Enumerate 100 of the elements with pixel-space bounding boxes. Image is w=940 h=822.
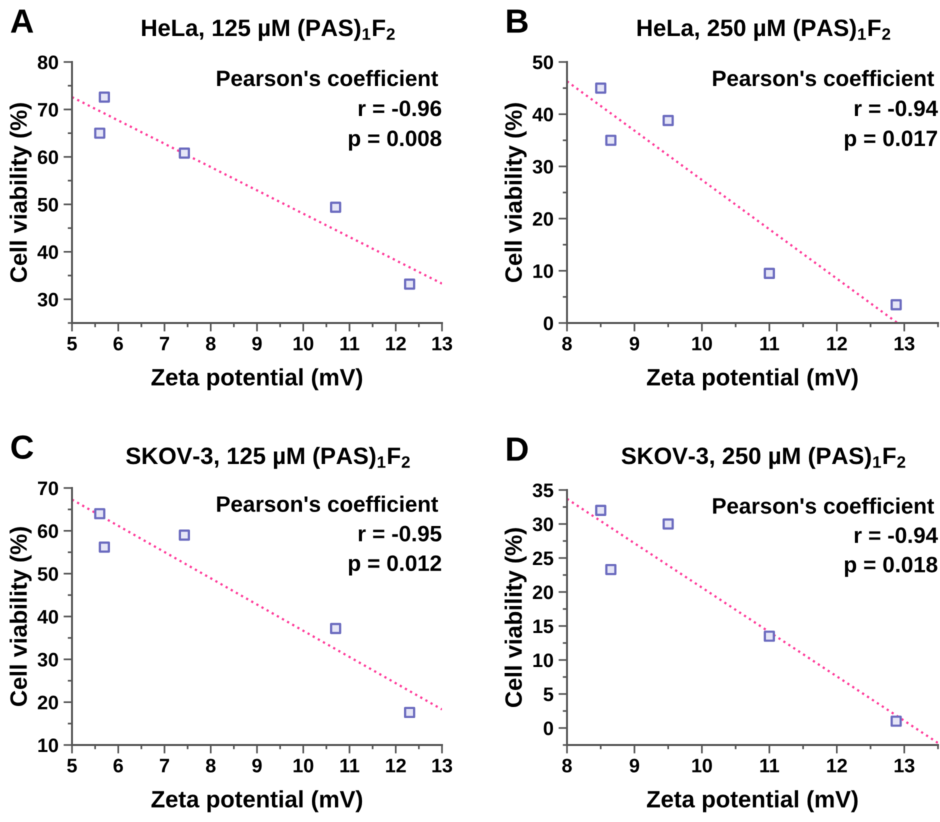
point bbox=[595, 82, 606, 94]
x-tick-label: 9 bbox=[630, 758, 640, 772]
annotation: Pearson's coefficient bbox=[713, 497, 934, 514]
x-tick-label: 8 bbox=[562, 758, 572, 772]
y-axis-title: Cell viability (%) bbox=[504, 103, 527, 282]
y-tick-label: 50 bbox=[38, 567, 58, 581]
annotation: Pearson's coefficient bbox=[217, 70, 438, 86]
x-tick-label: 9 bbox=[252, 758, 262, 772]
x-tick-label: 9 bbox=[630, 336, 640, 350]
x-axis-title: Zeta potential (mV) bbox=[151, 790, 362, 812]
y-tick-label: 15 bbox=[533, 620, 554, 634]
y-tick-label: 30 bbox=[38, 292, 58, 307]
annotation: Pearson's coefficient bbox=[713, 70, 934, 86]
point bbox=[662, 114, 674, 126]
point bbox=[605, 564, 616, 576]
point bbox=[595, 504, 606, 516]
point bbox=[330, 202, 342, 213]
annotation: p = 0.008 bbox=[348, 130, 442, 151]
y-tick-label: 10 bbox=[533, 264, 554, 278]
x-tick-label: 12 bbox=[386, 758, 406, 772]
chart-title: SKOV-3, 125 µM (PAS)$_{1}$F$_{2}$ bbox=[126, 446, 410, 469]
x-tick-label: 8 bbox=[562, 336, 572, 350]
y-tick-label: 5 bbox=[544, 688, 554, 702]
y-tick-label: 50 bbox=[532, 55, 554, 70]
text: B bbox=[507, 10, 528, 33]
point bbox=[890, 299, 902, 310]
y-tick-label: 30 bbox=[532, 160, 554, 174]
annotation: Pearson's coefficient bbox=[217, 496, 438, 512]
x-tick-label: 10 bbox=[692, 758, 712, 772]
y-tick-label: 20 bbox=[38, 696, 58, 710]
x-tick-label: 11 bbox=[760, 758, 780, 772]
point bbox=[94, 128, 106, 139]
x-tick-label: 12 bbox=[386, 336, 406, 350]
x-tick-label: 12 bbox=[827, 758, 847, 772]
x-tick-label: 6 bbox=[114, 758, 123, 772]
annotation: p = 0.017 bbox=[844, 130, 938, 151]
point bbox=[94, 508, 106, 520]
y-tick-label: 10 bbox=[533, 653, 554, 668]
x-tick-label: 10 bbox=[294, 336, 314, 350]
point bbox=[662, 518, 674, 530]
x-tick-label: 13 bbox=[894, 336, 914, 351]
text: D bbox=[507, 438, 528, 461]
x-tick-label: 8 bbox=[206, 336, 216, 350]
point bbox=[178, 148, 190, 159]
y-tick-label: 25 bbox=[532, 551, 554, 566]
point bbox=[764, 630, 775, 642]
annotation: p = 0.018 bbox=[844, 556, 938, 577]
y-tick-label: 20 bbox=[532, 212, 554, 226]
x-axis-title: Zeta potential (mV) bbox=[151, 368, 362, 390]
y-tick-label: 40 bbox=[37, 245, 58, 260]
x-axis-title: Zeta potential (mV) bbox=[646, 368, 858, 390]
x-tick-label: 11 bbox=[340, 758, 360, 772]
annotation: r = -0.96 bbox=[358, 100, 442, 116]
chart-title: HeLa, 250 µM (PAS)$_{1}$F$_{2}$ bbox=[638, 18, 890, 41]
x-tick-label: 10 bbox=[294, 758, 314, 772]
chart-title: HeLa, 125 µM (PAS)$_{1}$F$_{2}$ bbox=[142, 18, 395, 41]
x-tick-label: 7 bbox=[160, 336, 170, 350]
point bbox=[330, 622, 342, 634]
y-tick-label: 70 bbox=[38, 102, 58, 117]
x-tick-label: 11 bbox=[340, 336, 360, 350]
point bbox=[605, 134, 616, 146]
x-tick-label: 8 bbox=[206, 758, 216, 772]
x-tick-label: 5 bbox=[67, 758, 77, 772]
x-tick-label: 6 bbox=[114, 336, 123, 350]
text: C bbox=[11, 435, 34, 459]
y-tick-label: 30 bbox=[38, 652, 58, 667]
y-tick-label: 30 bbox=[532, 517, 554, 532]
point bbox=[178, 530, 190, 541]
x-tick-label: 13 bbox=[432, 336, 452, 351]
y-tick-label: 0 bbox=[544, 721, 554, 736]
y-tick-label: 40 bbox=[37, 610, 58, 624]
annotation: r = -0.94 bbox=[854, 100, 938, 116]
x-tick-label: 5 bbox=[67, 336, 77, 350]
x-tick-label: 11 bbox=[760, 336, 780, 350]
annotation: r = -0.95 bbox=[358, 526, 442, 542]
x-tick-label: 10 bbox=[692, 336, 712, 350]
x-tick-label: 9 bbox=[252, 336, 262, 350]
y-tick-label: 60 bbox=[38, 150, 58, 164]
x-tick-label: 13 bbox=[432, 758, 452, 773]
annotation: p = 0.012 bbox=[348, 555, 442, 576]
x-tick-label: 13 bbox=[894, 758, 914, 773]
y-axis-title: Cell viability (%) bbox=[10, 103, 32, 282]
point bbox=[404, 706, 416, 718]
y-tick-label: 10 bbox=[38, 738, 58, 752]
annotation: r = -0.94 bbox=[854, 527, 938, 544]
y-tick-label: 60 bbox=[38, 524, 58, 538]
y-axis-title: Cell viability (%) bbox=[504, 528, 527, 708]
y-tick-label: 40 bbox=[532, 108, 554, 122]
y-tick-label: 20 bbox=[532, 585, 554, 600]
point bbox=[98, 542, 110, 553]
y-tick-label: 50 bbox=[38, 198, 58, 212]
y-tick-label: 70 bbox=[38, 481, 58, 496]
point bbox=[764, 268, 775, 280]
text: A bbox=[10, 10, 34, 33]
point bbox=[890, 716, 902, 727]
x-tick-label: 12 bbox=[827, 336, 847, 350]
y-tick-label: 35 bbox=[532, 483, 554, 498]
x-tick-label: 7 bbox=[160, 758, 170, 772]
point bbox=[404, 278, 416, 290]
y-tick-label: 80 bbox=[38, 55, 58, 70]
